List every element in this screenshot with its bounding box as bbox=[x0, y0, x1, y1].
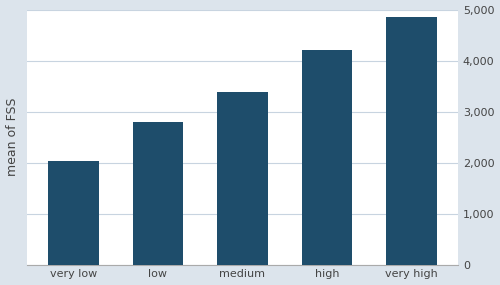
Bar bbox=[132, 122, 184, 264]
Bar bbox=[48, 161, 98, 264]
Y-axis label: mean of FSS: mean of FSS bbox=[6, 98, 18, 176]
Bar bbox=[386, 17, 437, 264]
Bar bbox=[302, 50, 352, 264]
Bar bbox=[217, 92, 268, 264]
